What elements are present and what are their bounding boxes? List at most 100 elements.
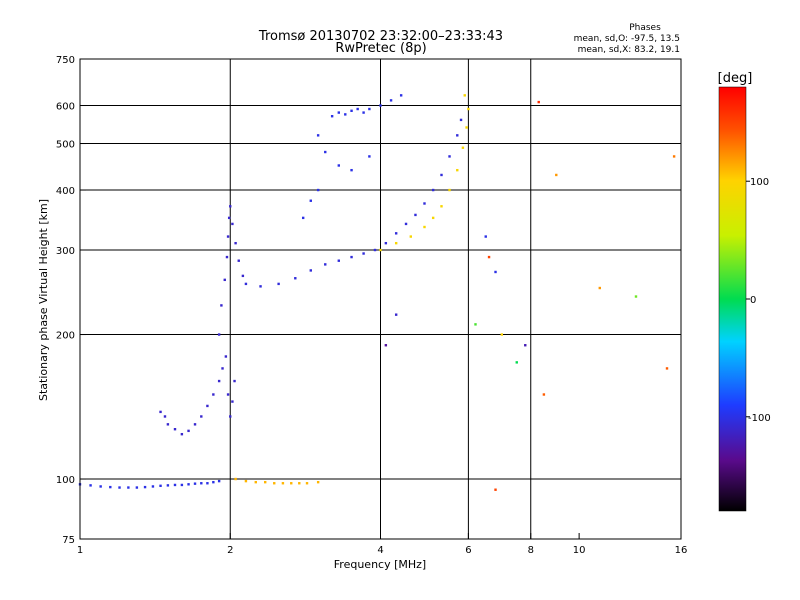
data-point	[229, 205, 232, 208]
data-point	[231, 222, 234, 226]
data-point	[330, 115, 334, 118]
data-point	[226, 393, 230, 396]
data-point	[273, 482, 276, 485]
data-point	[127, 486, 130, 489]
data-point	[187, 429, 190, 433]
data-point	[135, 486, 139, 489]
data-point	[264, 480, 267, 484]
data-point	[350, 168, 353, 172]
data-point	[316, 188, 320, 192]
isolated-point	[384, 344, 388, 347]
y-tick-label: 100	[56, 475, 75, 486]
data-point	[206, 404, 209, 408]
data-point	[212, 393, 215, 396]
isolated-point	[537, 100, 540, 104]
data-point	[241, 274, 245, 278]
isolated-point	[555, 173, 558, 177]
data-point	[151, 485, 155, 488]
data-point	[224, 355, 228, 358]
data-point	[212, 480, 215, 484]
data-point	[206, 482, 209, 485]
data-point	[423, 225, 426, 229]
isolated-point	[515, 361, 518, 364]
data-point	[431, 188, 435, 192]
data-point	[368, 107, 371, 111]
data-point	[89, 484, 92, 487]
data-point	[180, 432, 184, 436]
data-point	[465, 126, 468, 129]
data-point	[305, 482, 309, 485]
data-point	[217, 379, 221, 383]
data-point	[237, 259, 240, 262]
isolated-point	[494, 488, 497, 491]
data-point	[356, 107, 359, 111]
data-point	[99, 485, 102, 488]
data-point	[226, 235, 230, 238]
data-point	[350, 109, 353, 112]
x-tick-label: 6	[465, 545, 471, 556]
isolated-point	[474, 323, 477, 326]
data-point	[301, 216, 305, 220]
data-point	[173, 483, 177, 487]
isolated-point	[394, 313, 398, 316]
data-point	[221, 367, 224, 370]
data-point	[448, 188, 451, 192]
isolated-point	[542, 393, 546, 396]
chart-title: Tromsø 20130702 23:32:00–23:33:43	[258, 29, 503, 44]
colorbar-ticks: 100 0 -100	[746, 177, 771, 424]
data-point	[324, 150, 327, 154]
data-point	[166, 484, 170, 487]
isolated-point	[524, 344, 527, 347]
data-point	[298, 482, 301, 485]
data-point	[294, 277, 297, 280]
data-point	[159, 484, 162, 488]
data-point	[290, 482, 293, 485]
data-point	[244, 282, 248, 286]
isolated-point	[598, 286, 601, 290]
data-point	[440, 173, 443, 177]
data-point	[217, 333, 221, 336]
data-point	[456, 134, 459, 137]
data-point	[459, 118, 463, 122]
y-tick-label: 750	[56, 55, 75, 66]
data-point	[173, 428, 177, 431]
data-point	[440, 205, 443, 208]
data-point	[384, 241, 388, 245]
y-tick-label: 400	[56, 186, 75, 197]
data-point	[118, 486, 121, 489]
data-point	[337, 259, 341, 262]
data-point	[389, 99, 393, 102]
data-point	[234, 477, 237, 481]
data-point	[350, 255, 353, 259]
colorbar-label: [deg]	[718, 71, 753, 86]
isolated-point	[672, 155, 676, 158]
gridlines	[80, 59, 681, 539]
y-tick-label: 300	[56, 246, 75, 257]
data-point	[254, 480, 257, 484]
y-tick-label: 200	[56, 331, 75, 342]
colorbar-tick-label: 100	[750, 177, 769, 188]
isolated-point	[500, 333, 504, 336]
data-point	[368, 155, 371, 158]
data-point	[200, 482, 203, 485]
data-point	[229, 415, 232, 418]
data-point	[394, 232, 398, 235]
data-point	[324, 263, 327, 266]
x-tick-label: 2	[227, 545, 233, 556]
data-point	[217, 479, 221, 483]
data-point	[244, 479, 248, 483]
data-point	[180, 483, 184, 487]
x-tick-label: 1	[77, 545, 83, 556]
data-point	[159, 410, 162, 414]
data-points	[78, 94, 676, 491]
data-point	[187, 483, 190, 486]
stats-x: mean, sd,X: 83.2, 19.1	[578, 45, 680, 55]
stats-header: Phases	[629, 23, 661, 33]
data-point	[166, 423, 170, 426]
data-point	[461, 146, 465, 149]
data-point	[448, 155, 451, 158]
colorbar-tick-label: -100	[748, 413, 771, 424]
data-point	[362, 111, 365, 114]
y-tick-label: 500	[56, 140, 75, 151]
